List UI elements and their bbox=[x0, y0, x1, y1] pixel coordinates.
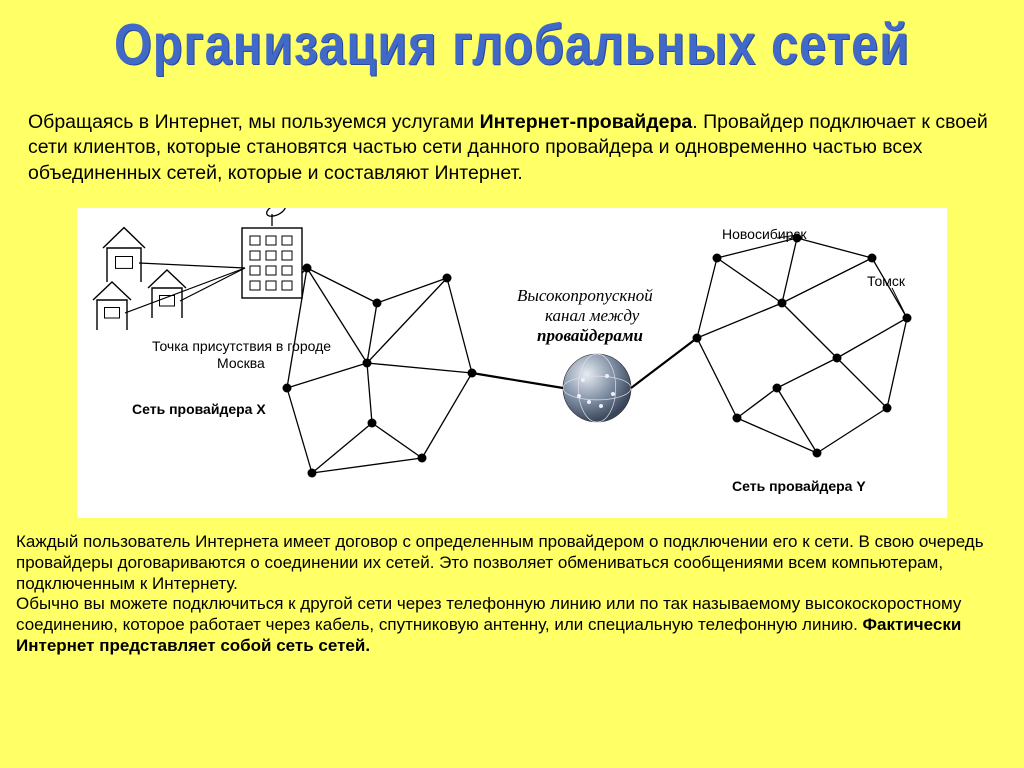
footer-p2: Обычно вы можете подключиться к другой с… bbox=[16, 594, 1008, 656]
page-title: Организация глобальных сетей bbox=[0, 0, 1024, 78]
intro-t1: Обращаясь в Интернет, мы пользуемся услу… bbox=[28, 111, 480, 133]
label-pop-2: Москва bbox=[217, 355, 265, 371]
intro-bold: Интернет-провайдера bbox=[480, 111, 693, 133]
footer-p2a: Обычно вы можете подключиться к другой с… bbox=[16, 594, 961, 634]
footer-p1: Каждый пользователь Интернета имеет дого… bbox=[16, 532, 1008, 594]
label-channel-1: Высокопропускной bbox=[517, 286, 653, 306]
label-channel-3: провайдерами bbox=[537, 326, 643, 346]
intro-paragraph: Обращаясь в Интернет, мы пользуемся услу… bbox=[0, 68, 1024, 196]
label-nety: Сеть провайдера Y bbox=[732, 478, 866, 494]
footer-text: Каждый пользователь Интернета имеет дого… bbox=[0, 518, 1024, 656]
network-diagram: Новосибирск Томск Высокопропускной канал… bbox=[77, 208, 947, 518]
label-tomsk: Томск bbox=[867, 273, 905, 289]
label-netx: Сеть провайдера X bbox=[132, 401, 266, 417]
label-pop-1: Точка присутствия в городе bbox=[152, 338, 331, 354]
label-channel-2: канал между bbox=[545, 306, 639, 326]
label-novosibirsk: Новосибирск bbox=[722, 226, 807, 242]
